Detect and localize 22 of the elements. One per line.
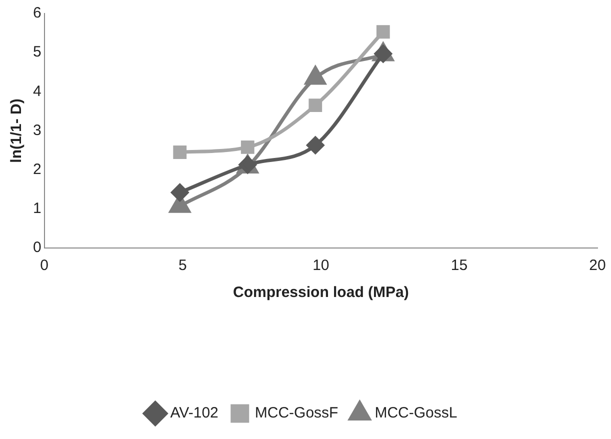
y-tick-label: 3 [33,122,42,139]
x-tick-label: 20 [589,257,606,274]
point [306,136,324,154]
point [173,146,187,159]
x-tick-label: 15 [450,257,468,274]
legend-label: MCC-GossF [254,404,338,422]
y-tick-label: 1 [33,200,42,218]
legend-label: AV-102 [170,404,218,422]
y-tick-label: 4 [33,82,42,100]
point [171,184,189,202]
x-axis-title: Compression load (MPa) [232,284,409,302]
y-tick-label: 0 [33,239,42,256]
y-tick-label: 2 [33,160,42,178]
point [308,98,322,112]
x-tick-label: 10 [312,257,330,274]
legend-label: MCC-GossL [374,404,458,422]
y-tick-label: 6 [33,4,42,22]
y-tick-label: 5 [33,44,42,61]
y-axis-title: ln(1/1- D) [8,98,26,163]
point [240,140,254,154]
x-tick-label: 5 [178,257,187,274]
point [376,25,390,39]
